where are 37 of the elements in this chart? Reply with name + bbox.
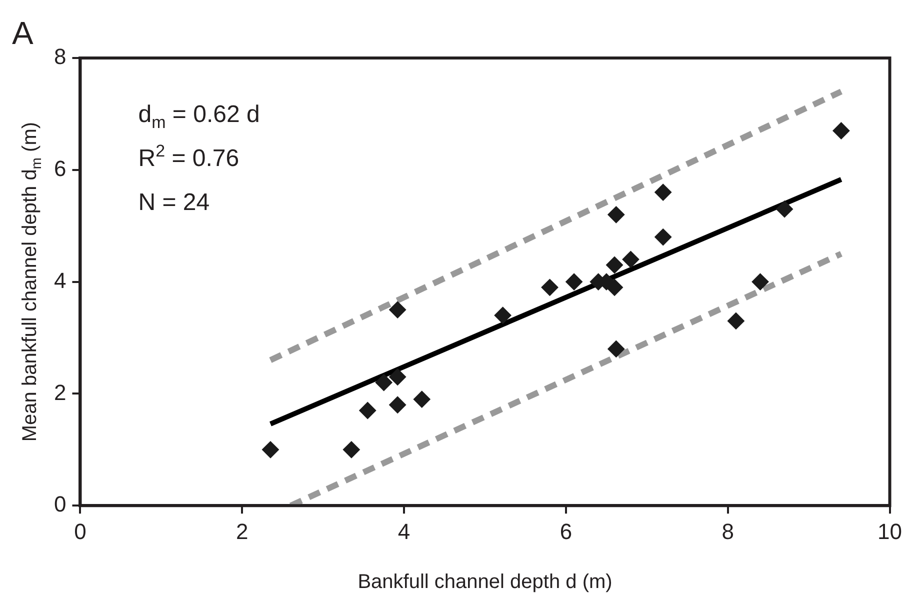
point [608, 340, 625, 358]
y-tick-label: 8 [54, 44, 66, 70]
x-tick-label: 10 [878, 518, 902, 544]
annotation: N = 24 [138, 189, 210, 216]
point [494, 306, 512, 324]
y-tick-label: 2 [54, 380, 66, 405]
point [389, 368, 406, 386]
point [606, 256, 624, 274]
x-tick-label: 4 [398, 518, 410, 544]
x-tick-label: 2 [236, 518, 248, 544]
point [654, 184, 672, 201]
y-tick-label: 6 [54, 156, 66, 181]
point [413, 390, 430, 408]
point [622, 250, 640, 268]
text: A [12, 15, 34, 51]
y-tick-label: 4 [54, 268, 66, 293]
point [389, 301, 406, 318]
point [359, 402, 376, 419]
point [262, 441, 279, 458]
point [342, 441, 360, 458]
point [375, 374, 392, 392]
point [606, 278, 624, 296]
point [654, 228, 672, 246]
x-axis-title: Bankfull channel depth d (m) [358, 571, 612, 593]
y-tick-label: 0 [54, 492, 66, 517]
point [727, 312, 744, 330]
x-tick-label: 8 [722, 518, 734, 544]
point [566, 273, 583, 290]
x-tick-label: 0 [74, 518, 86, 544]
point [608, 206, 625, 224]
point [832, 122, 850, 140]
x-tick-label: 6 [560, 518, 572, 544]
point [752, 273, 769, 290]
point [776, 200, 794, 218]
point [389, 396, 406, 414]
point [541, 278, 558, 296]
y-axis-title: Mean bankfull channel depth dm (m) [19, 122, 44, 442]
